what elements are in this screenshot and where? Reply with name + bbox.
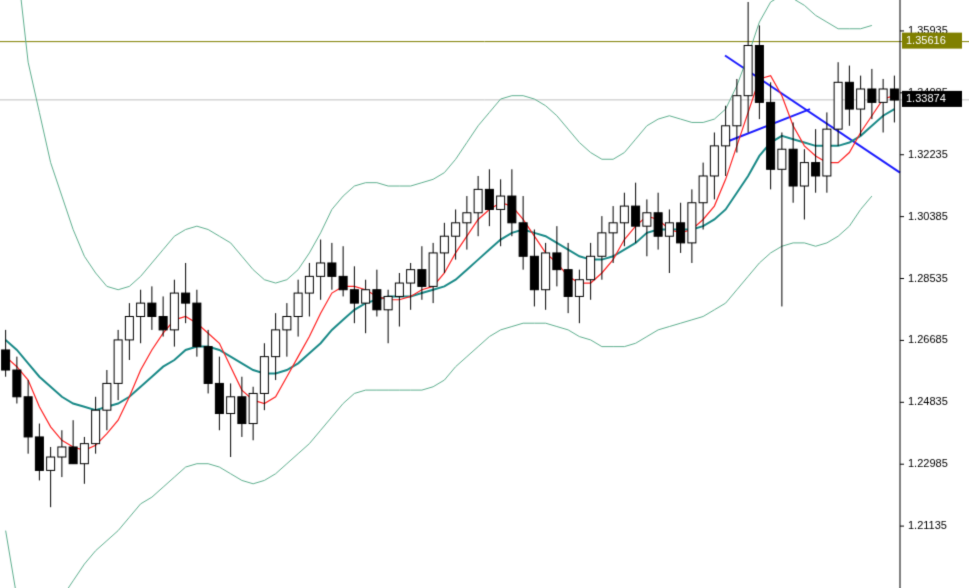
chart-container <box>0 0 969 588</box>
candlestick-chart <box>0 0 969 588</box>
